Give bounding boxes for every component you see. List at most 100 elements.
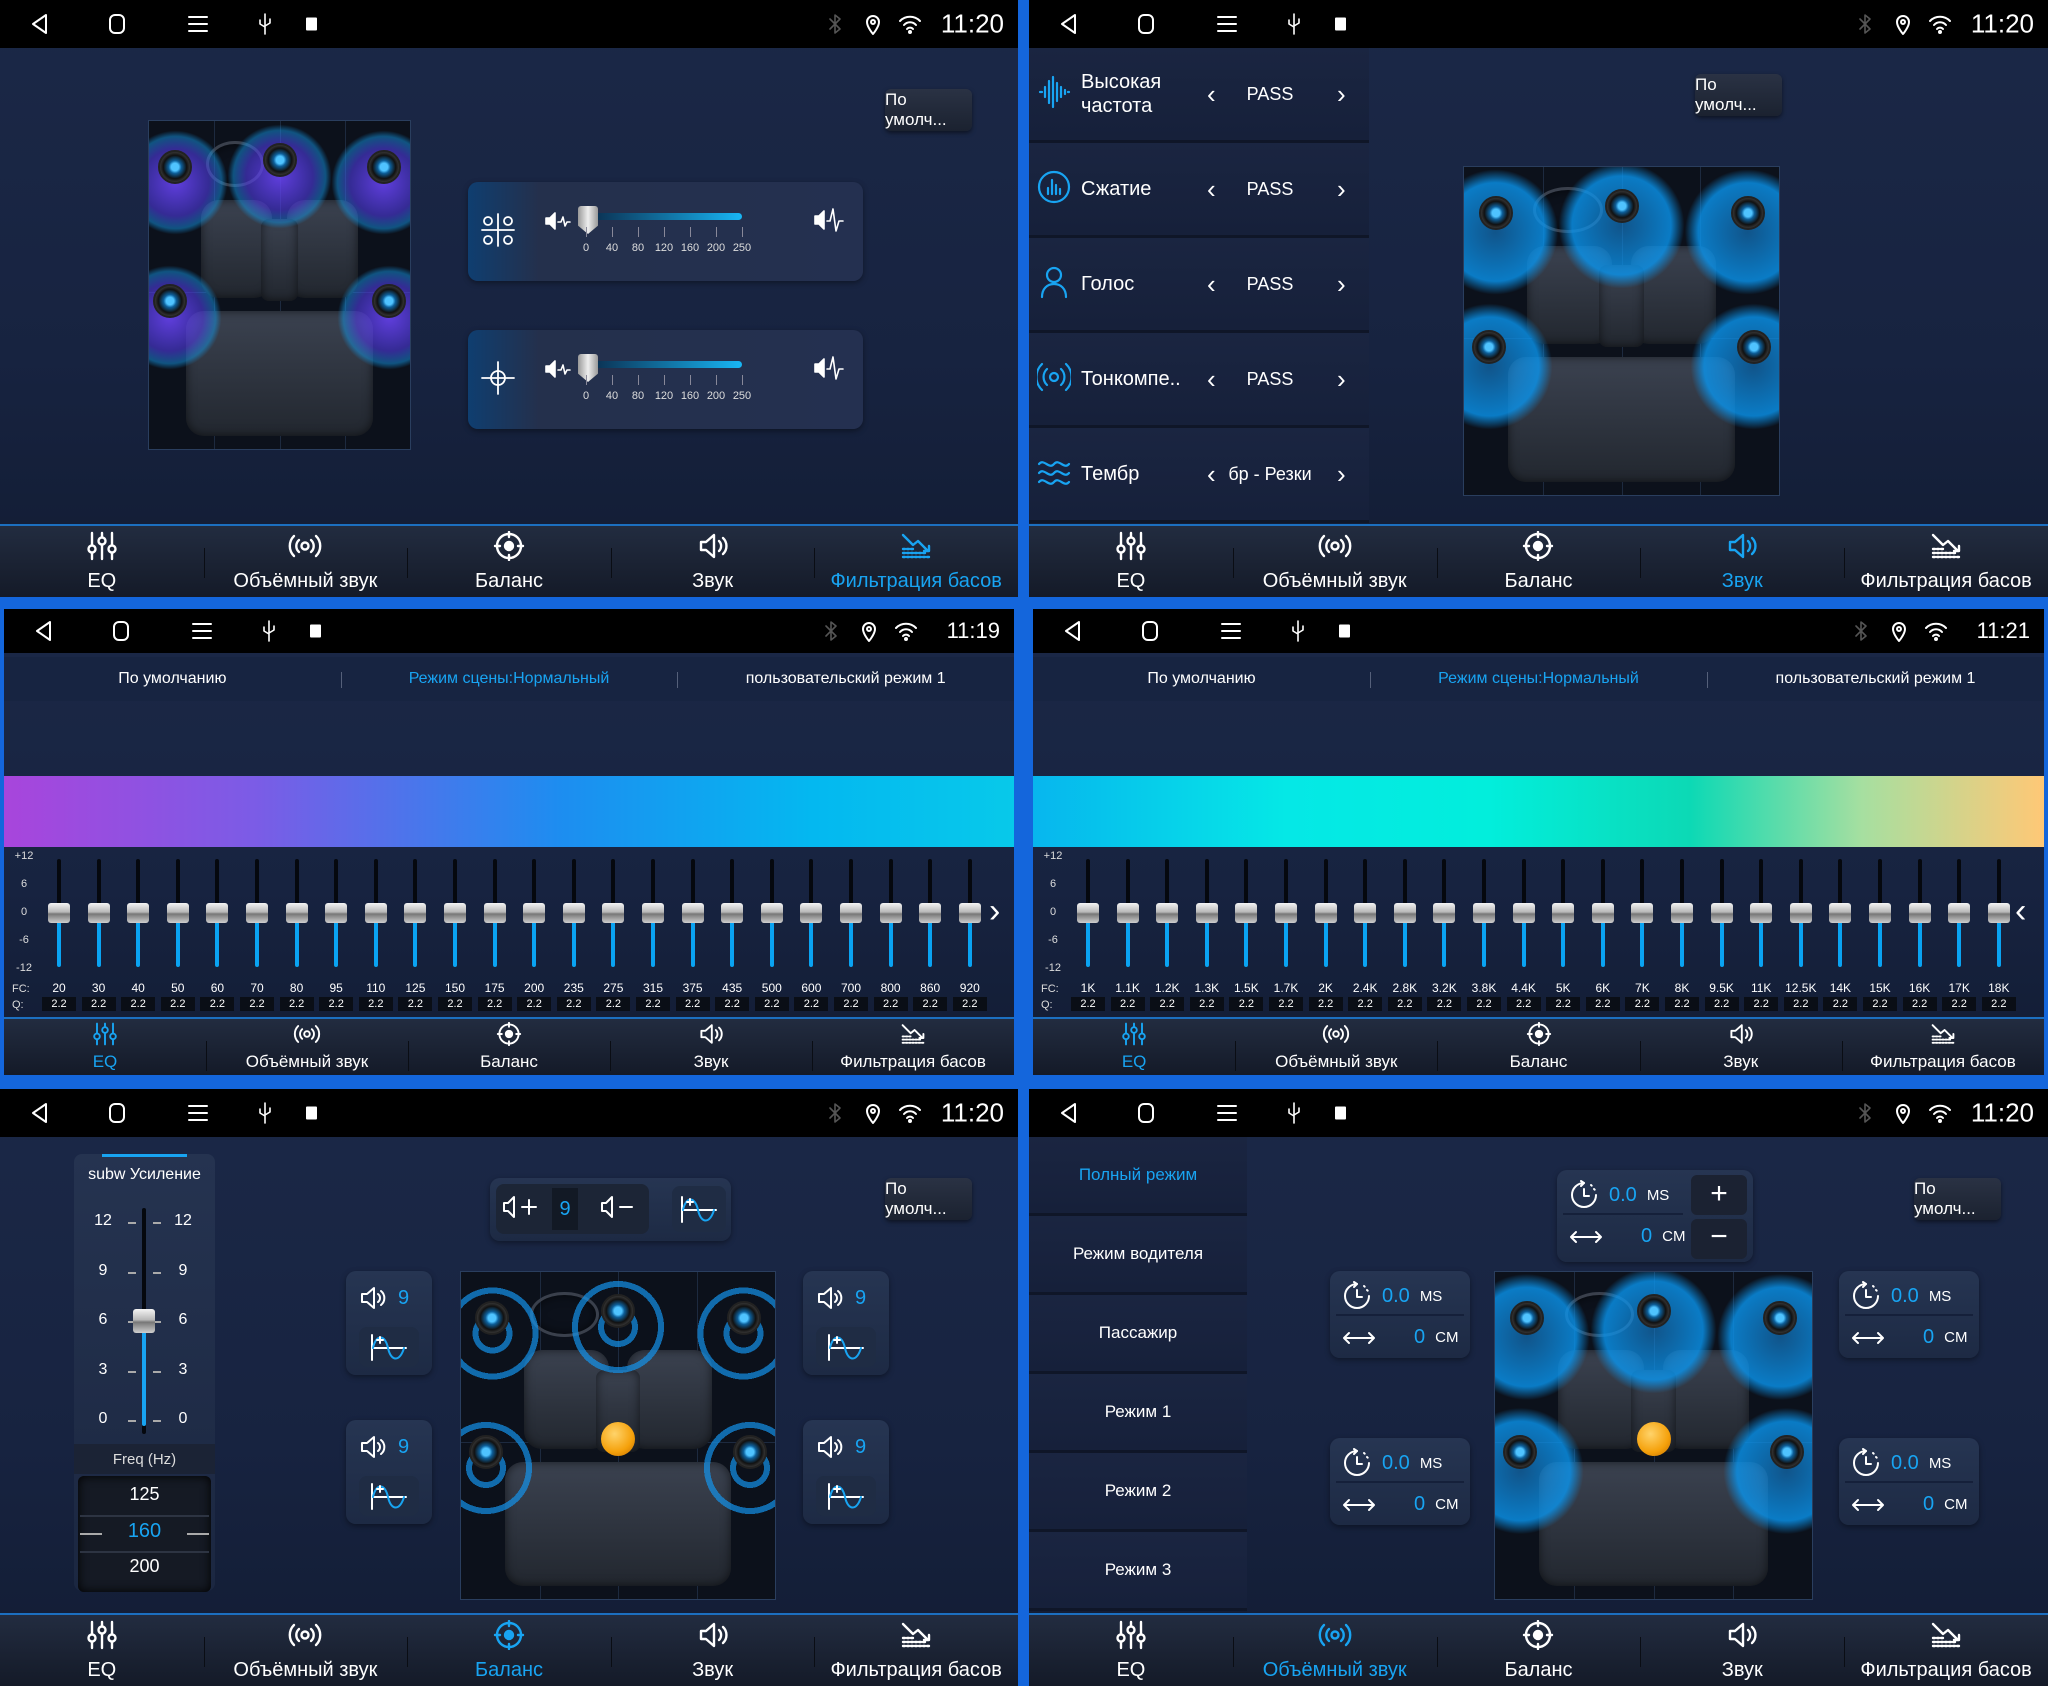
eq-band-q[interactable]: 2.2 xyxy=(1863,997,1897,1011)
eq-band-q[interactable]: 2.2 xyxy=(596,997,631,1011)
gain-slider-knob[interactable] xyxy=(133,1309,155,1333)
eq-band-q[interactable]: 2.2 xyxy=(1110,997,1145,1011)
nav-surround[interactable]: Объёмный звук xyxy=(203,1615,408,1686)
eq-band-knob[interactable] xyxy=(1473,903,1495,923)
eq-band-knob[interactable] xyxy=(1829,903,1852,923)
volume-down-button[interactable] xyxy=(600,1194,640,1225)
eq-band-q[interactable]: 2.2 xyxy=(873,997,908,1011)
decrease-button[interactable]: − xyxy=(1691,1219,1747,1259)
eq-band-q[interactable]: 2.2 xyxy=(81,997,116,1011)
eq-band-q[interactable]: 2.2 xyxy=(240,997,274,1011)
back-icon[interactable] xyxy=(1057,1101,1081,1125)
eq-band-q[interactable]: 2.2 xyxy=(358,997,393,1011)
frequency-option[interactable]: 125 xyxy=(129,1484,160,1504)
nav-bass[interactable]: Фильтрация басов xyxy=(814,526,1018,597)
surround-mode-item[interactable]: Режим 1 xyxy=(1029,1374,1247,1453)
eq-band-q[interactable]: 2.2 xyxy=(794,997,829,1011)
listening-position-marker[interactable] xyxy=(1636,1421,1671,1456)
eq-band-q[interactable]: 2.2 xyxy=(319,997,354,1011)
increase-button[interactable]: + xyxy=(1691,1175,1747,1215)
eq-preset-tab[interactable]: пользовательский режим 1 xyxy=(1707,670,2044,688)
nav-surround[interactable]: Объёмный звук xyxy=(1232,526,1437,597)
menu-icon[interactable] xyxy=(190,619,214,643)
delay-ms-value[interactable]: 0.0 xyxy=(1382,1284,1410,1307)
eq-band-knob[interactable] xyxy=(1987,903,2010,923)
delay-ms-value[interactable]: 0.0 xyxy=(1382,1451,1410,1474)
nav-surround[interactable]: Объёмный звук xyxy=(203,526,408,597)
eq-band-q[interactable]: 2.2 xyxy=(1942,997,1977,1011)
eq-preset-tab[interactable]: Режим сцены:Нормальный xyxy=(1370,670,1707,688)
menu-icon[interactable] xyxy=(1215,12,1239,36)
eq-band-knob[interactable] xyxy=(958,903,981,923)
default-button[interactable]: По умолч... xyxy=(1695,74,1782,116)
eq-band-knob[interactable] xyxy=(1710,903,1733,923)
eq-band-q[interactable]: 2.2 xyxy=(1506,997,1541,1011)
eq-band-q[interactable]: 2.2 xyxy=(1308,997,1343,1011)
nav-balance[interactable]: Баланс xyxy=(407,1615,611,1686)
eq-band-q[interactable]: 2.2 xyxy=(1467,997,1501,1011)
speaker-phase-button[interactable] xyxy=(359,1327,419,1367)
eq-band-q[interactable]: 2.2 xyxy=(1387,997,1422,1011)
eq-band-knob[interactable] xyxy=(1552,903,1575,923)
nav-eq[interactable]: EQ xyxy=(1029,1615,1233,1686)
eq-band-knob[interactable] xyxy=(800,903,823,923)
eq-band-knob[interactable] xyxy=(206,903,229,923)
eq-band-q[interactable]: 2.2 xyxy=(834,997,868,1011)
volume-up-button[interactable] xyxy=(502,1194,542,1225)
eq-band-q[interactable]: 2.2 xyxy=(1783,997,1818,1011)
nav-surround[interactable]: Объёмный звук xyxy=(1232,1615,1437,1686)
nav-bass[interactable]: Фильтрация басов xyxy=(814,1615,1018,1686)
nav-balance[interactable]: Баланс xyxy=(407,526,611,597)
listening-position-marker[interactable] xyxy=(601,1421,635,1456)
back-icon[interactable] xyxy=(1061,619,1085,643)
home-icon[interactable] xyxy=(105,1101,129,1125)
speaker-phase-button[interactable] xyxy=(816,1476,876,1516)
eq-band-q[interactable]: 2.2 xyxy=(1546,997,1581,1011)
surround-mode-item[interactable]: Пассажир xyxy=(1029,1295,1247,1374)
eq-band-knob[interactable] xyxy=(523,903,546,923)
eq-band-q[interactable]: 2.2 xyxy=(477,997,512,1011)
eq-band-knob[interactable] xyxy=(1235,903,1258,923)
default-button[interactable]: По умолч... xyxy=(885,89,972,131)
nav-balance[interactable]: Баланс xyxy=(1436,1615,1641,1686)
nav-speaker[interactable]: Звук xyxy=(1640,526,1844,597)
eq-band-knob[interactable] xyxy=(127,903,150,923)
eq-band-knob[interactable] xyxy=(721,903,744,923)
delay-ms-value[interactable]: 0.0 xyxy=(1891,1451,1919,1474)
home-icon[interactable] xyxy=(1134,1101,1158,1125)
eq-band-knob[interactable] xyxy=(444,903,466,923)
eq-band-q[interactable]: 2.2 xyxy=(1744,997,1779,1011)
eq-band-knob[interactable] xyxy=(166,903,189,923)
eq-band-q[interactable]: 2.2 xyxy=(121,997,156,1011)
eq-band-knob[interactable] xyxy=(1512,903,1535,923)
eq-band-q[interactable]: 2.2 xyxy=(200,997,235,1011)
crossover-slider[interactable] xyxy=(586,213,742,220)
eq-band-knob[interactable] xyxy=(364,903,387,923)
nav-bass[interactable]: Фильтрация басов xyxy=(812,1019,1014,1075)
chevron-left-icon[interactable]: ‹ xyxy=(1207,458,1216,489)
eq-band-knob[interactable] xyxy=(1948,903,1971,923)
eq-band-q[interactable]: 2.2 xyxy=(1625,997,1660,1011)
eq-band-q[interactable]: 2.2 xyxy=(1902,997,1937,1011)
speaker-phase-button[interactable] xyxy=(816,1327,876,1367)
eq-band-knob[interactable] xyxy=(1116,903,1139,923)
chevron-left-icon[interactable]: ‹ xyxy=(1207,173,1216,204)
nav-bass[interactable]: Фильтрация басов xyxy=(1844,526,2048,597)
eq-band-q[interactable]: 2.2 xyxy=(1150,997,1185,1011)
eq-band-knob[interactable] xyxy=(562,903,585,923)
eq-band-knob[interactable] xyxy=(48,903,70,923)
back-icon[interactable] xyxy=(32,619,56,643)
back-icon[interactable] xyxy=(28,1101,52,1125)
eq-band-q[interactable]: 2.2 xyxy=(1823,997,1858,1011)
speaker-phase-button[interactable] xyxy=(359,1476,419,1516)
chevron-right-icon[interactable]: › xyxy=(989,892,1001,930)
nav-speaker[interactable]: Звук xyxy=(610,526,815,597)
surround-mode-item[interactable]: Полный режим xyxy=(1029,1137,1247,1216)
eq-band-knob[interactable] xyxy=(285,903,308,923)
eq-band-q[interactable]: 2.2 xyxy=(1427,997,1462,1011)
home-icon[interactable] xyxy=(1138,619,1162,643)
nav-eq[interactable]: EQ xyxy=(4,1019,206,1075)
eq-preset-tab[interactable]: пользовательский режим 1 xyxy=(677,670,1014,688)
eq-band-q[interactable]: 2.2 xyxy=(1071,997,1105,1011)
eq-band-knob[interactable] xyxy=(87,903,110,923)
